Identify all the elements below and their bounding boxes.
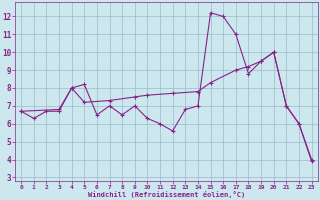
X-axis label: Windchill (Refroidissement éolien,°C): Windchill (Refroidissement éolien,°C) xyxy=(88,191,245,198)
